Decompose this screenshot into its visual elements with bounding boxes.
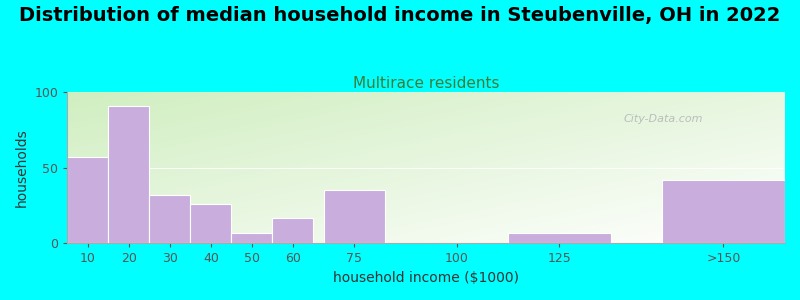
- Text: City-Data.com: City-Data.com: [623, 114, 702, 124]
- Bar: [190, 204, 231, 243]
- Title: Multirace residents: Multirace residents: [353, 76, 499, 91]
- Bar: [231, 233, 273, 243]
- Y-axis label: households: households: [15, 128, 29, 207]
- X-axis label: household income ($1000): household income ($1000): [334, 271, 519, 285]
- Bar: [273, 218, 314, 243]
- Bar: [67, 157, 109, 243]
- Bar: [150, 195, 190, 243]
- Text: Distribution of median household income in Steubenville, OH in 2022: Distribution of median household income …: [19, 6, 781, 25]
- Bar: [109, 106, 150, 243]
- Bar: [662, 180, 785, 243]
- Bar: [508, 233, 610, 243]
- Bar: [324, 190, 386, 243]
